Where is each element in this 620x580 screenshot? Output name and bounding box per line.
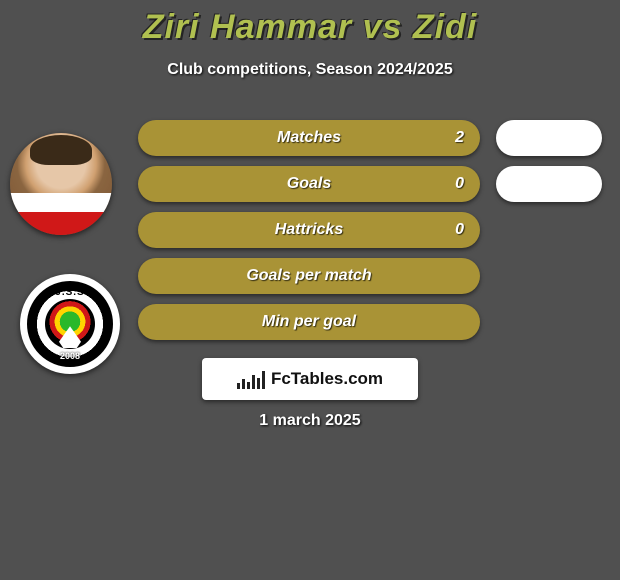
stats-area: Matches2 Goals0 Hattricks0 Goals per match M… <box>0 120 620 350</box>
stat-pill-right <box>496 166 602 202</box>
stat-label: Min per goal <box>138 304 480 340</box>
site-logo: FcTables.com <box>202 358 418 400</box>
stat-row: Hattricks0 <box>0 212 620 248</box>
stat-row: Min per goal <box>0 304 620 340</box>
logo-text: FcTables.com <box>271 369 383 389</box>
logo-bar <box>247 382 250 389</box>
stat-row: Goals0 <box>0 166 620 202</box>
logo-bar <box>252 375 255 389</box>
stat-value-left: 0 <box>138 212 480 248</box>
stat-row: Matches2 <box>0 120 620 156</box>
subtitle: Club competitions, Season 2024/2025 <box>0 61 620 79</box>
badge-year: 2008 <box>31 351 109 361</box>
stat-value-left: 0 <box>138 166 480 202</box>
stat-label: Goals per match <box>138 258 480 294</box>
logo-bars-icon <box>237 369 265 389</box>
stat-row: Goals per match <box>0 258 620 294</box>
stat-pill-right <box>496 120 602 156</box>
logo-bar <box>242 379 245 389</box>
stat-value-left: 2 <box>138 120 480 156</box>
logo-bar <box>257 378 260 389</box>
footer-date: 1 march 2025 <box>0 412 620 430</box>
page-title: Ziri Hammar vs Zidi <box>0 0 620 47</box>
logo-bar <box>262 371 265 389</box>
logo-bar <box>237 383 240 389</box>
